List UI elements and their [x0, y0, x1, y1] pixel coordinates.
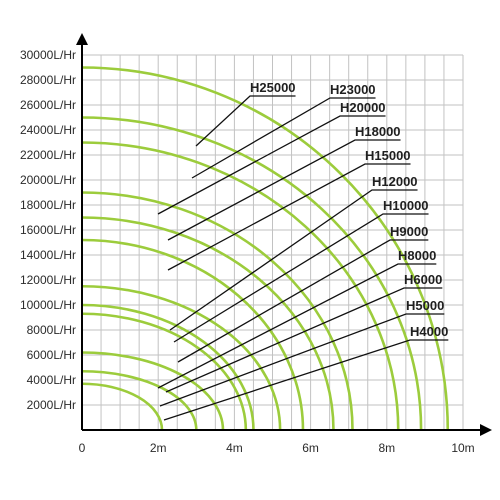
- x-tick-label: 4m: [226, 441, 243, 455]
- x-tick-label: 10m: [451, 441, 474, 455]
- series-curve-h15000: [81, 216, 335, 431]
- y-tick-label: 22000L/Hr: [20, 148, 76, 162]
- leader-line-h8000: [157, 263, 437, 389]
- y-tick-label: 12000L/Hr: [20, 273, 76, 287]
- series-curve-h9000: [81, 303, 255, 431]
- series-labels: H25000 H23000 H20000 H18000 H15000 H12000 H100…: [250, 80, 448, 339]
- y-tick-label: 8000L/Hr: [27, 323, 76, 337]
- series-label-h6000: H6000: [404, 272, 442, 287]
- series-label-h18000: H18000: [355, 124, 401, 139]
- x-tick-label: 8m: [378, 441, 395, 455]
- curves: [81, 66, 450, 431]
- leader-line-h10000: [173, 213, 429, 343]
- series-label-h10000: H10000: [383, 198, 429, 213]
- y-tick-label: 26000L/Hr: [20, 98, 76, 112]
- series-label-h9000: H9000: [390, 224, 428, 239]
- series-curve-h20000: [81, 141, 400, 431]
- y-tick-label: 30000L/Hr: [20, 48, 76, 62]
- label-leaders: [157, 95, 449, 421]
- leader-line-h20000: [157, 115, 386, 215]
- y-tick-label: 16000L/Hr: [20, 223, 76, 237]
- leader-line-h18000: [167, 139, 401, 241]
- series-label-h23000: H23000: [330, 82, 376, 97]
- series-curve-h23000: [81, 116, 423, 431]
- x-tick-label: 2m: [150, 441, 167, 455]
- series-curve-h6000: [81, 351, 225, 431]
- y-tick-label: 14000L/Hr: [20, 248, 76, 262]
- leader-line-h15000: [167, 163, 411, 271]
- leader-line-h4000: [163, 339, 449, 421]
- series-label-h8000: H8000: [398, 248, 436, 263]
- leader-line-h6000: [165, 287, 443, 393]
- series-curve-h18000: [81, 191, 354, 431]
- series-curve-h5000: [81, 369, 198, 431]
- y-tick-label: 2000L/Hr: [27, 398, 76, 412]
- tick-labels: 0 2m 4m 6m 8m 10m 2000L/Hr 4000L/Hr 6000L/Hr 8000…: [20, 48, 475, 455]
- y-tick-label: 4000L/Hr: [27, 373, 76, 387]
- series-label-h12000: H12000: [372, 174, 418, 189]
- y-tick-label: 24000L/Hr: [20, 123, 76, 137]
- series-curve-h8000: [81, 312, 248, 431]
- series-label-h20000: H20000: [340, 100, 386, 115]
- series-label-h5000: H5000: [406, 298, 444, 313]
- leader-line-h23000: [191, 97, 376, 179]
- leader-line-h5000: [159, 313, 445, 407]
- y-tick-label: 10000L/Hr: [20, 298, 76, 312]
- y-tick-label: 20000L/Hr: [20, 173, 76, 187]
- grid: [82, 54, 464, 430]
- leader-line-h9000: [177, 239, 429, 363]
- series-curve-h25000: [81, 66, 450, 431]
- series-label-h4000: H4000: [410, 324, 448, 339]
- y-tick-label: 28000L/Hr: [20, 73, 76, 87]
- series-curve-h4000: [81, 382, 164, 431]
- y-axis-arrow-icon: [76, 33, 88, 45]
- x-axis-arrow-icon: [480, 424, 492, 436]
- leader-line-h12000: [169, 189, 418, 331]
- series-curve-h10000: [81, 284, 282, 431]
- axes: [76, 33, 492, 436]
- x-tick-label: 0: [79, 441, 86, 455]
- y-tick-label: 18000L/Hr: [20, 198, 76, 212]
- y-tick-label: 6000L/Hr: [27, 348, 76, 362]
- series-label-h25000: H25000: [250, 80, 296, 95]
- series-curve-h12000: [81, 238, 305, 431]
- series-label-h15000: H15000: [365, 148, 411, 163]
- x-tick-label: 6m: [302, 441, 319, 455]
- leader-line-h25000: [195, 95, 296, 147]
